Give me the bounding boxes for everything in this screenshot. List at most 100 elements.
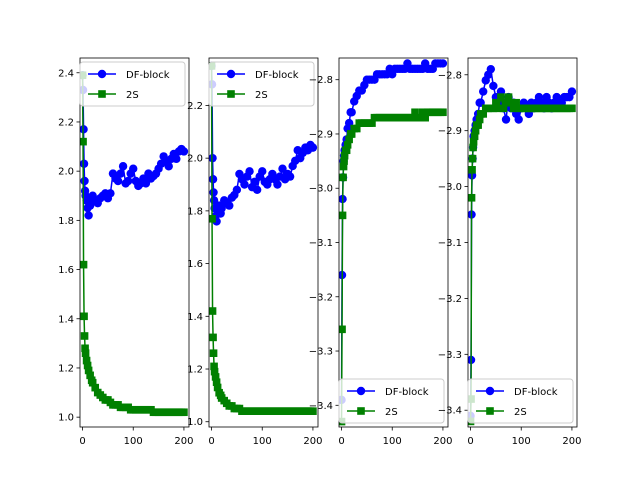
data-point xyxy=(232,185,242,194)
data-point xyxy=(209,349,218,357)
data-point xyxy=(217,204,226,213)
legend-marker xyxy=(485,386,495,396)
axes-frame xyxy=(79,57,190,428)
data-point xyxy=(84,211,93,220)
data-point xyxy=(285,172,295,181)
legend: DF-block 2S xyxy=(208,61,315,107)
data-point xyxy=(164,162,173,171)
data-point xyxy=(411,108,419,117)
subplot-1: 0 100 200 1.0 1.2 1.4 1.6 1.8 2.0 2.2 2.4 DF-block 2… xyxy=(58,57,193,447)
y-tick-label: 1.2 xyxy=(187,365,203,376)
series-df-block-p1 xyxy=(80,71,189,220)
data-point xyxy=(88,378,97,387)
series-2s-p4 xyxy=(468,93,576,426)
data-point xyxy=(116,169,125,178)
data-point xyxy=(416,113,424,122)
legend-label: DF-block xyxy=(385,387,429,398)
legend-marker xyxy=(98,90,106,98)
data-point xyxy=(502,98,510,107)
y-tick-label: 1.6 xyxy=(187,259,203,270)
x-tick-label: 200 xyxy=(174,436,193,447)
data-point xyxy=(345,135,353,144)
data-point xyxy=(80,332,89,340)
data-point xyxy=(497,93,505,101)
data-point xyxy=(568,104,576,113)
series-line xyxy=(81,75,184,413)
legend: DF-block 2S xyxy=(79,61,186,107)
data-point xyxy=(471,126,480,135)
data-point xyxy=(514,115,523,124)
legend-entry-2s: 2S xyxy=(88,90,139,101)
y-tick-label: −3.0 xyxy=(438,182,462,193)
data-point xyxy=(339,173,347,182)
legend: DF-block 2S xyxy=(467,378,574,424)
y-tick-label: −3.1 xyxy=(309,238,333,249)
y-tick-label: −2.9 xyxy=(438,126,462,137)
subplot-3: 0 100 200 −2.8 −2.9 −3.0 −3.1 −3.2 −3.3 −3.4 DF-bl… xyxy=(309,57,452,447)
data-point xyxy=(475,115,484,124)
data-point xyxy=(470,132,479,141)
series-line xyxy=(210,65,313,412)
data-point xyxy=(278,164,287,173)
y-tick-label: 2.4 xyxy=(58,68,74,79)
legend-entry-2s: 2S xyxy=(217,90,268,101)
data-point xyxy=(80,125,88,134)
data-point xyxy=(172,154,181,164)
data-point xyxy=(209,333,217,342)
y-tick-label: 1.4 xyxy=(58,314,74,325)
legend-entry-2s: 2S xyxy=(476,407,527,418)
data-point xyxy=(479,110,488,118)
legend-entry-2s: 2S xyxy=(347,407,398,418)
data-point xyxy=(80,176,89,186)
data-point xyxy=(179,147,189,156)
x-tick-label: 200 xyxy=(303,436,322,447)
data-point xyxy=(245,167,254,176)
data-point xyxy=(468,154,477,163)
data-point xyxy=(474,121,482,129)
data-point xyxy=(438,59,448,68)
y-tick-label: −3.0 xyxy=(309,184,333,195)
data-point xyxy=(567,87,577,96)
data-point xyxy=(347,130,356,138)
x-tick-label: 0 xyxy=(79,436,85,447)
y-tick-label: −3.3 xyxy=(309,347,333,358)
data-point xyxy=(512,98,520,107)
y-tick-label: 1.0 xyxy=(58,413,74,424)
y-tick-label: 2.0 xyxy=(58,167,74,178)
subplot-2: 0 100 200 1.0 1.2 1.4 1.6 1.8 2.0 2.2 DF-block 2S xyxy=(187,57,322,447)
legend: DF-block 2S xyxy=(338,378,445,424)
legend-entry-df-block: DF-block xyxy=(476,386,558,398)
y-tick-label: 2.2 xyxy=(187,101,203,112)
legend-marker xyxy=(356,386,366,396)
data-point xyxy=(352,124,361,133)
data-point xyxy=(209,153,217,163)
data-point xyxy=(339,211,347,220)
y-tick-label: 1.6 xyxy=(58,265,74,276)
data-point xyxy=(501,115,511,124)
data-point xyxy=(81,344,89,353)
legend-label: DF-block xyxy=(126,70,170,81)
data-point xyxy=(80,137,87,146)
data-point xyxy=(468,193,476,202)
series-line xyxy=(340,110,443,422)
data-point xyxy=(123,176,133,186)
y-tick-label: 1.8 xyxy=(187,206,203,217)
data-point xyxy=(340,151,349,160)
data-point xyxy=(82,356,91,365)
data-point xyxy=(418,108,427,117)
data-point xyxy=(209,175,218,184)
x-tick-label: 200 xyxy=(433,436,452,447)
data-point xyxy=(106,189,115,198)
data-point xyxy=(84,366,93,375)
legend-label: DF-block xyxy=(255,70,299,81)
y-tick-label: −3.1 xyxy=(438,238,462,249)
legend-box xyxy=(467,378,574,424)
data-point xyxy=(210,362,218,371)
data-point xyxy=(408,113,417,122)
legend-label: 2S xyxy=(126,90,139,101)
data-point xyxy=(209,214,216,223)
data-point xyxy=(180,408,188,417)
data-point xyxy=(439,108,447,117)
data-point xyxy=(494,104,503,113)
